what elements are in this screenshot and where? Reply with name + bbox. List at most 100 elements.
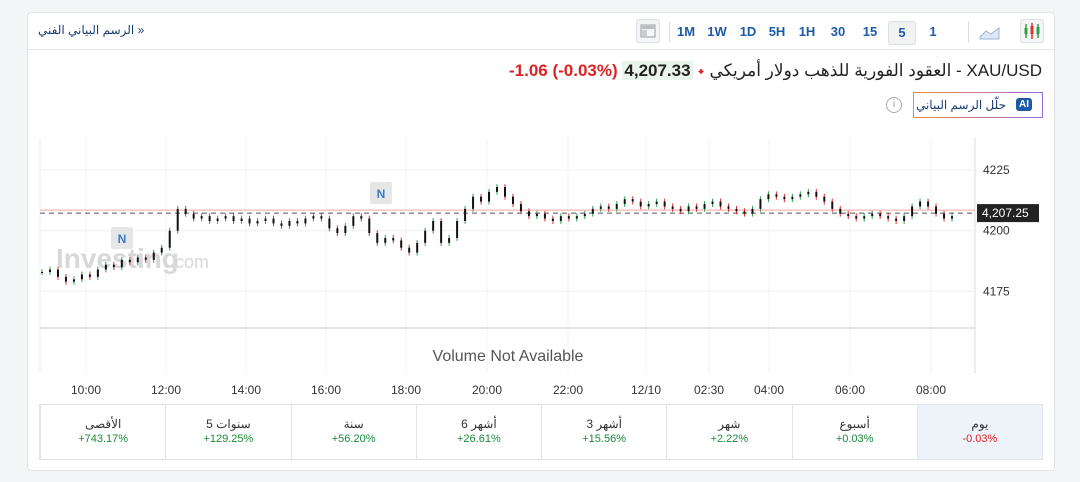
period-label: سنة [343,417,364,431]
candle-body [328,218,331,229]
timeframe-30[interactable]: 30 [830,24,846,39]
info-icon[interactable]: i [886,97,902,113]
candle-body [823,196,826,202]
chart-card: الرسم البياني الفني » 1M 1W 1D 5H 1H 30 15 5 1 X… [27,12,1055,471]
timeframe-15[interactable]: 15 [862,24,878,39]
y-tick-label: 4225 [983,163,1010,177]
candle-body [160,247,163,253]
candle-body [296,221,299,224]
candle-body [144,257,147,260]
news-marker[interactable]: N [111,227,133,249]
candle-body [671,206,674,209]
candlestick-icon[interactable] [1020,19,1044,43]
candle-body [280,223,283,226]
candle-body [368,218,371,234]
candle-body [320,216,323,219]
candle-body [72,279,75,282]
timeframe-1[interactable]: 1 [929,24,937,39]
candle-body [352,216,355,226]
period-0[interactable]: يوم -0.03% [916,405,1042,459]
candle-body [288,221,291,226]
candle-body [623,199,626,204]
period-3[interactable]: 3 أشهر +15.56% [541,405,666,459]
candle-body [304,218,307,224]
x-tick-label: 10:00 [71,383,101,397]
candle-body [551,218,554,221]
candle-body [152,252,155,260]
timeframe-5[interactable]: 5 [888,21,916,45]
instrument-title: XAU/USD - العقود الفورية للذهب دولار أمر… [509,61,1042,84]
candle-body [224,216,227,219]
candle-body [488,191,491,202]
period-label: شهر [718,417,741,431]
performance-periods: يوم -0.03% أسبوع +0.03% شهر +2.22% 3 أشهر +15.5… [39,404,1043,460]
candle-body [839,208,842,214]
timeframe-1W[interactable]: 1W [707,24,727,39]
layout-icon[interactable] [636,19,660,43]
candle-body [607,206,610,209]
candle-body [703,204,706,209]
x-tick-label: 14:00 [231,383,261,397]
volume-note: Volume Not Available [433,348,584,365]
candle-body [56,269,59,277]
price-chart[interactable]: 4225 4200 4175 10:00 12:00 14:00 16:00 18:00 20:… [28,138,1054,398]
period-label: 3 أشهر [586,417,622,431]
candle-body [895,218,898,221]
candle-body [424,230,427,243]
candle-body [384,238,387,243]
candle-body [120,259,123,268]
period-7[interactable]: الأقصى +743.17% [40,405,165,459]
candle-body [184,208,187,214]
candle-body [104,264,107,270]
candle-body [631,199,634,202]
candle-body [831,201,834,209]
candle-body [176,208,179,231]
timeframe-1M[interactable]: 1M [676,24,696,39]
x-tick-label: 22:00 [553,383,583,397]
analyze-chart-label: حلّل الرسم البياني [915,98,1006,112]
timeframe-1H[interactable]: 1H [798,24,816,39]
candle-body [863,216,866,219]
candle-body [344,225,347,234]
period-5[interactable]: سنة +56.20% [290,405,416,459]
period-change: +743.17% [78,433,129,445]
candle-body [679,208,682,212]
period-change: +26.61% [457,433,501,445]
technical-chart-link[interactable]: الرسم البياني الفني » [38,23,145,37]
candle-body [943,213,946,219]
candle-body [112,264,115,268]
x-tick-label: 06:00 [835,383,865,397]
candle-body [80,274,83,280]
candle-body [240,218,243,221]
candle-body [256,221,259,224]
candle-body [935,206,938,214]
candle-body [879,213,882,217]
candle-body [136,257,139,263]
candle-body [775,194,778,197]
timeframe-1D[interactable]: 1D [739,24,757,39]
period-4[interactable]: 6 أشهر +26.61% [415,405,541,459]
candle-body [519,204,522,212]
price-change-percent: (-0.03%) [552,61,618,80]
symbol-name: XAU/USD - العقود الفورية للذهب دولار أمر… [709,61,1042,80]
period-1[interactable]: أسبوع +0.03% [791,405,917,459]
period-label: 6 أشهر [461,417,497,431]
candle-body [400,240,403,248]
candle-body [639,201,642,207]
candle-body [360,216,363,219]
x-tick-label: 08:00 [916,383,946,397]
area-chart-icon[interactable] [978,21,1002,48]
period-6[interactable]: 5 سنوات +129.25% [165,405,290,459]
news-marker[interactable]: N [370,182,392,204]
candle-body [887,216,890,219]
candle-body [767,194,770,200]
candle-body [927,201,930,207]
candle-body [911,206,914,217]
timeframe-5H[interactable]: 5H [768,24,786,39]
y-tick-label: 4200 [983,224,1010,238]
candle-body [416,242,419,253]
analyze-chart-button[interactable]: AI حلّل الرسم البياني [913,92,1043,118]
candle-body [41,272,43,273]
candle-body [655,201,658,204]
period-2[interactable]: شهر +2.22% [666,405,791,459]
